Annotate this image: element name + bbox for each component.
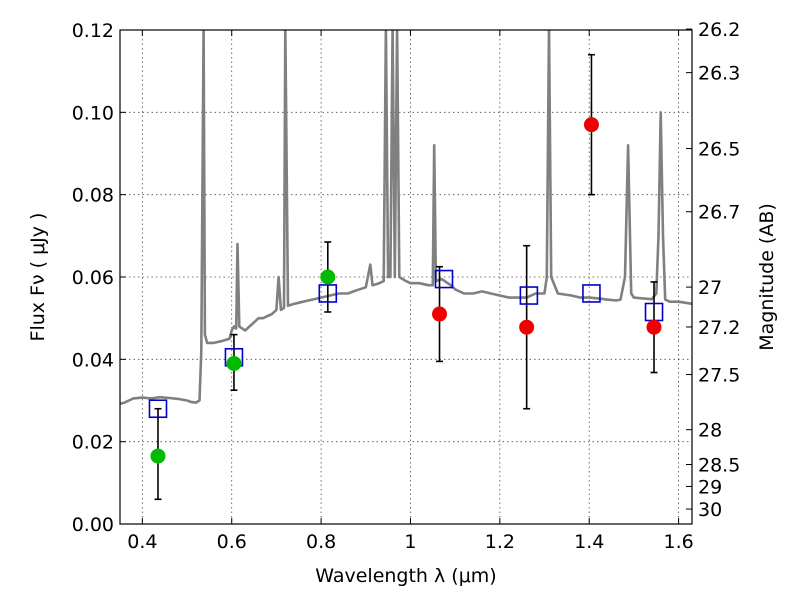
mag-tick-label: 28 (698, 420, 722, 442)
grid-lines (120, 30, 692, 524)
mag-tick-label: 26.7 (698, 202, 740, 224)
mag-tick-label: 26.2 (698, 19, 740, 41)
mag-tick-label: 26.5 (698, 139, 740, 161)
green-point-marker (150, 448, 166, 464)
y-axis-label: Flux Fν ( μJy ) (27, 213, 49, 342)
red-point-marker (646, 319, 662, 335)
y2-axis-label: Magnitude (AB) (756, 203, 778, 351)
mag-tick-label: 30 (698, 499, 722, 521)
mag-tick-label: 27 (698, 277, 722, 299)
x-axis-label: Wavelength λ (μm) (315, 565, 496, 587)
red-point-marker (583, 117, 599, 133)
mag-tick-label: 26.3 (698, 63, 740, 85)
green-point-marker (226, 355, 242, 371)
mag-tick-label: 29 (698, 476, 722, 498)
x-tick-label: 0.6 (217, 531, 247, 553)
x-tick-label: 1.6 (663, 531, 693, 553)
y-tick-label: 0.00 (72, 514, 114, 536)
ticks: 0.4 0.6 0.8 1 1.2 1.4 1.6 0.00 0.02 0.04 0.06 0.08 0… (72, 19, 741, 553)
x-tick-label: 0.4 (127, 531, 157, 553)
model-square-marker (434, 269, 454, 289)
y-tick-label: 0.06 (72, 267, 114, 289)
green-point-marker (320, 269, 336, 285)
y-tick-label: 0.12 (72, 20, 114, 42)
model-square-marker (519, 286, 539, 305)
y-tick-label: 0.04 (72, 349, 114, 371)
x-tick-label: 1.2 (485, 531, 515, 553)
model-square-marker (582, 284, 601, 303)
mag-tick-label: 27.5 (698, 365, 740, 387)
x-tick-label: 0.8 (306, 531, 336, 553)
model-square-marker (148, 399, 168, 419)
red-point-marker (519, 319, 535, 335)
mag-tick-label: 28.5 (698, 454, 740, 476)
y-tick-label: 0.02 (72, 432, 114, 454)
model-square-marker (318, 284, 338, 303)
red-point-marker (432, 306, 448, 322)
mag-tick-label: 27.2 (698, 317, 740, 339)
markers (148, 117, 664, 464)
x-tick-label: 1 (404, 531, 416, 553)
y-tick-label: 0.10 (72, 102, 114, 124)
x-tick-label: 1.4 (574, 531, 604, 553)
y-tick-label: 0.08 (72, 185, 114, 207)
